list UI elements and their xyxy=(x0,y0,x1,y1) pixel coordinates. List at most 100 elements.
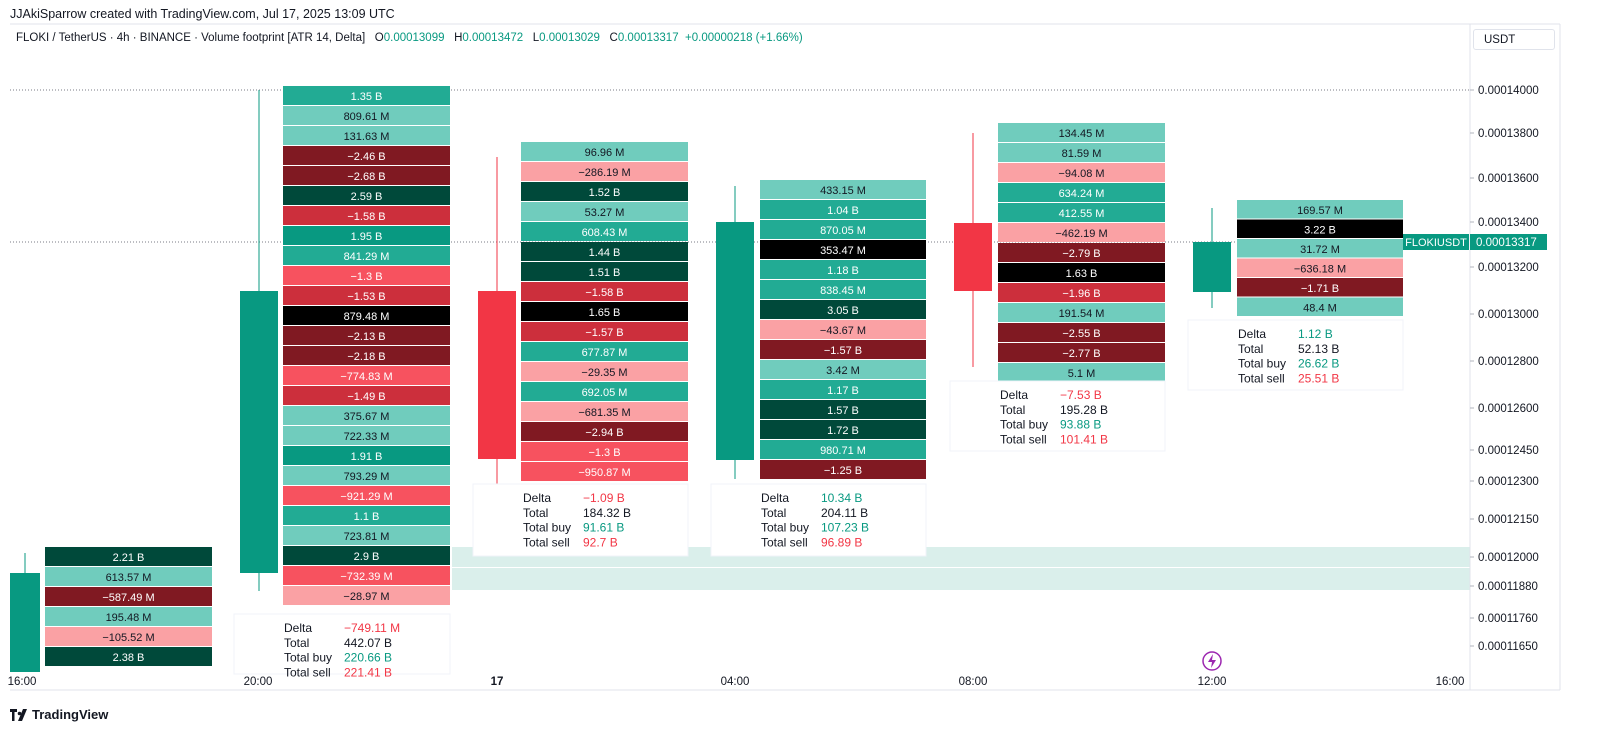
footprint-cell xyxy=(521,302,688,321)
footprint-cell xyxy=(283,406,450,425)
footprint-cell xyxy=(283,586,450,605)
footprint-value: 433.15 M xyxy=(820,185,866,197)
footprint-cell xyxy=(1237,297,1403,316)
footprint-value: −2.18 B xyxy=(347,351,385,363)
footprint-cell xyxy=(521,422,688,441)
footprint-cell xyxy=(760,180,926,199)
footprint-value: 5.1 M xyxy=(1068,368,1096,380)
footprint-cell xyxy=(283,126,450,145)
footprint-value: 1.35 B xyxy=(351,91,383,103)
footprint-cell xyxy=(283,386,450,405)
price-tick-label: 0.00013200 xyxy=(1478,262,1539,274)
footprint-cell xyxy=(521,282,688,301)
price-tick-label: 0.00012600 xyxy=(1478,403,1539,415)
footprint-value: 980.71 M xyxy=(820,445,866,457)
footprint-value: −950.87 M xyxy=(578,467,630,479)
footprint-cell xyxy=(998,263,1165,282)
footprint-value: −43.67 M xyxy=(820,325,866,337)
footprint-value: 1.63 B xyxy=(1066,268,1098,280)
footprint-value: −1.58 B xyxy=(585,287,623,299)
footprint-cell xyxy=(521,402,688,421)
summary-value: 442.07 B xyxy=(344,636,392,650)
footprint-cell xyxy=(45,627,212,646)
candle-body xyxy=(716,222,754,460)
summary-label: Total xyxy=(284,636,309,650)
footprint-value: −1.57 B xyxy=(585,327,623,339)
time-tick-label: 16:00 xyxy=(1436,676,1465,688)
volume-zone-band xyxy=(452,547,1470,567)
footprint-cell xyxy=(1237,219,1403,238)
footprint-value: −1.25 B xyxy=(824,465,862,477)
footprint-cell xyxy=(45,587,212,606)
footprint-value: 1.52 B xyxy=(589,187,621,199)
price-tick-label: 0.00014000 xyxy=(1478,85,1539,97)
summary-value: 107.23 B xyxy=(821,521,869,535)
price-tick-label: 0.00011760 xyxy=(1478,613,1538,625)
footprint-value: 613.57 M xyxy=(106,572,152,584)
summary-value: 25.51 B xyxy=(1298,371,1339,385)
footprint-value: 677.87 M xyxy=(582,347,628,359)
footprint-value: 2.59 B xyxy=(351,191,383,203)
footprint-cell xyxy=(760,320,926,339)
footprint-value: −921.29 M xyxy=(340,491,392,503)
footprint-value: 1.51 B xyxy=(589,267,621,279)
footprint-value: −1.53 B xyxy=(347,291,385,303)
footprint-cell xyxy=(283,206,450,225)
candle-body xyxy=(240,291,278,573)
summary-label: Total sell xyxy=(761,535,808,549)
footprint-cell xyxy=(521,162,688,181)
footprint-cell xyxy=(1237,200,1403,219)
footprint-value: 608.43 M xyxy=(582,227,628,239)
footprint-value: 134.45 M xyxy=(1059,128,1105,140)
summary-panel xyxy=(233,613,451,675)
high-value: 0.00013472 xyxy=(462,32,524,44)
footprint-cell xyxy=(998,303,1165,322)
footprint-value: 1.91 B xyxy=(351,451,383,463)
footprint-cell xyxy=(521,262,688,281)
footprint-cell xyxy=(521,442,688,461)
footprint-cell xyxy=(521,322,688,341)
footprint-cell xyxy=(283,566,450,585)
footprint-value: 48.4 M xyxy=(1303,302,1337,314)
summary-label: Total buy xyxy=(761,521,809,535)
footprint-value: 195.48 M xyxy=(106,612,152,624)
summary-label: Total sell xyxy=(284,665,331,679)
footprint-cell xyxy=(1237,258,1403,277)
footprint-cell xyxy=(521,382,688,401)
summary-panel xyxy=(710,483,927,557)
footprint-value: 353.47 M xyxy=(820,245,866,257)
summary-value: 10.34 B xyxy=(821,491,862,505)
currency-unit-selector[interactable]: USDT xyxy=(1473,29,1555,50)
price-tick-label: 0.00012450 xyxy=(1478,445,1539,457)
summary-label: Delta xyxy=(1238,327,1266,341)
footprint-cell xyxy=(283,526,450,545)
footprint-value: −2.68 B xyxy=(347,171,385,183)
footprint-cell xyxy=(998,203,1165,222)
footprint-value: 841.29 M xyxy=(344,251,390,263)
tradingview-logo[interactable]: TradingView xyxy=(10,707,108,722)
footprint-value: −2.55 B xyxy=(1062,328,1100,340)
footprint-cell xyxy=(45,567,212,586)
footprint-value: −29.35 M xyxy=(581,367,627,379)
close-value: 0.00013317 xyxy=(617,32,679,44)
summary-value: 221.41 B xyxy=(344,665,392,679)
close-label: C xyxy=(609,32,618,44)
summary-label: Total buy xyxy=(523,521,571,535)
footprint-value: 1.95 B xyxy=(351,231,383,243)
footprint-cell xyxy=(521,242,688,261)
footprint-value: 1.1 B xyxy=(354,511,380,523)
footprint-cell xyxy=(45,547,212,566)
lightning-bolt-icon xyxy=(1208,654,1216,668)
footprint-cell xyxy=(283,226,450,245)
footprint-cell xyxy=(760,360,926,379)
footprint-cell xyxy=(521,222,688,241)
price-tick-label: 0.00013400 xyxy=(1478,217,1539,229)
footprint-cell xyxy=(283,166,450,185)
footprint-cell xyxy=(760,280,926,299)
footprint-value: 191.54 M xyxy=(1059,308,1105,320)
candle-body xyxy=(478,291,516,459)
footprint-value: 1.57 B xyxy=(827,405,859,417)
low-value: 0.00013029 xyxy=(539,32,600,44)
footprint-value: 3.42 M xyxy=(826,365,860,377)
